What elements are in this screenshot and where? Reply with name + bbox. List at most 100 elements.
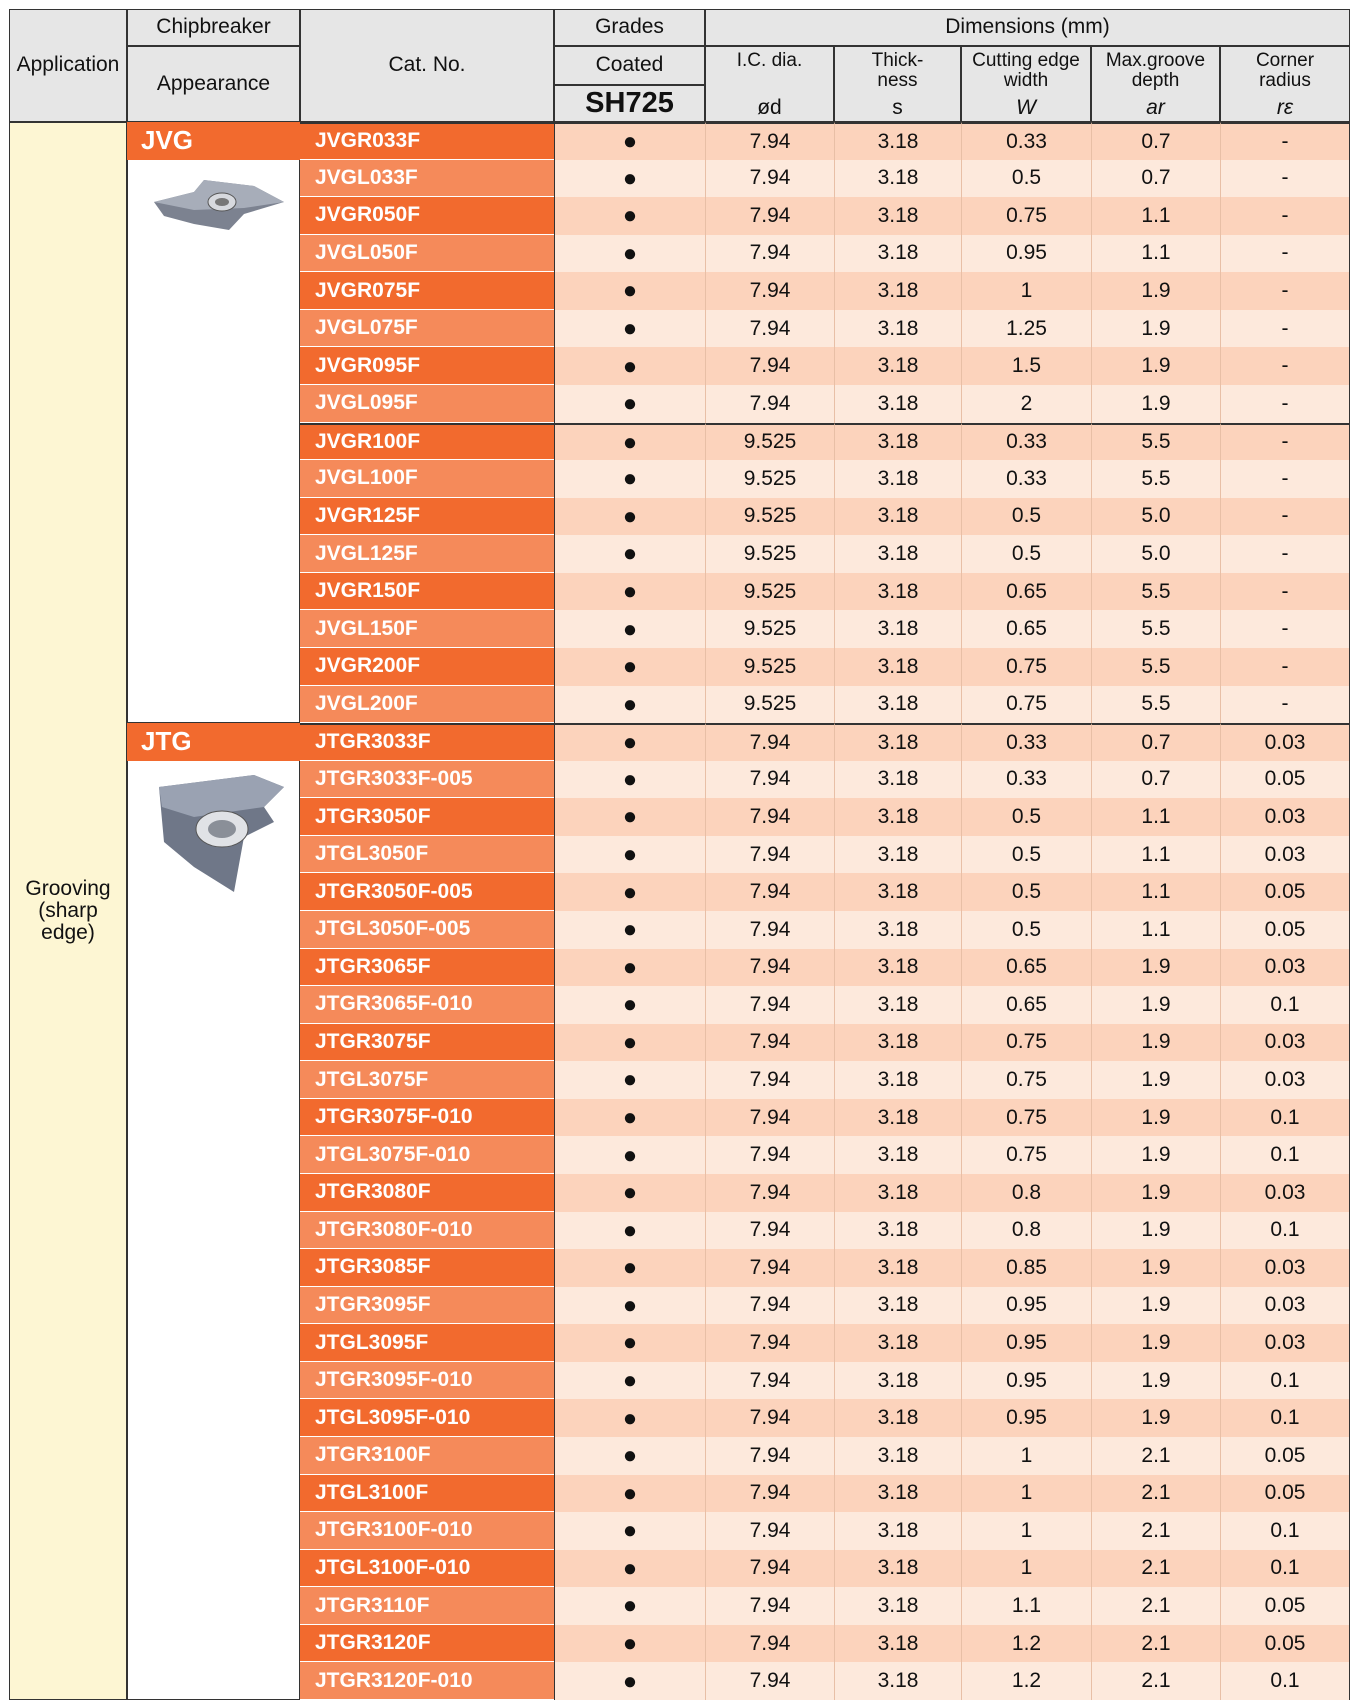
dimension: 0.75	[961, 685, 1091, 724]
dimension: -	[1220, 272, 1350, 310]
dimension: 2.1	[1091, 1624, 1220, 1663]
grade-mark: ●	[554, 685, 705, 724]
grade-mark: ●	[554, 798, 705, 836]
cat-no: JTGR3095F	[300, 1286, 554, 1325]
dimension: 3.18	[834, 685, 961, 724]
dimension: 3.18	[834, 873, 961, 911]
grade-mark: ●	[554, 1249, 705, 1287]
dimension: 0.65	[961, 986, 1091, 1024]
dimension: 3.18	[834, 1286, 961, 1325]
cat-no: JTGR3050F-005	[300, 873, 554, 911]
grade-mark: ●	[554, 1587, 705, 1625]
application-cell: Grooving (sharp edge)	[9, 122, 127, 1700]
cat-no: JTGR3065F	[300, 948, 554, 987]
dimension-header: I.C. dia. ød	[705, 46, 834, 122]
label: Thick-ness	[872, 51, 924, 91]
grade-mark: ●	[554, 760, 705, 799]
dimension: 7.94	[705, 272, 834, 310]
cat-no: JTGR3120F	[300, 1624, 554, 1663]
dimension: 7.94	[705, 1399, 834, 1437]
dimension: 0.05	[1220, 873, 1350, 911]
dimension: 0.95	[961, 1361, 1091, 1400]
label-line: ness	[877, 69, 918, 91]
dimension: 2.1	[1091, 1437, 1220, 1475]
dimension: 0.75	[961, 197, 1091, 235]
dimension: 1.9	[1091, 272, 1220, 310]
dimension: -	[1220, 197, 1350, 235]
dimension: 0.03	[1220, 835, 1350, 874]
dimension: 0.03	[1220, 1286, 1350, 1325]
cat-no: JVGR125F	[300, 497, 554, 536]
dimension: 0.03	[1220, 798, 1350, 836]
cat-no: JVGL200F	[300, 685, 554, 724]
dimension: 3.18	[834, 309, 961, 348]
dimension: -	[1220, 460, 1350, 498]
dimension: 9.525	[705, 497, 834, 536]
dimension: 1.9	[1091, 309, 1220, 348]
dimension: -	[1220, 309, 1350, 348]
cat-no-header: Cat. No.	[300, 9, 554, 122]
dimension: 7.94	[705, 1437, 834, 1475]
dimension: 7.94	[705, 911, 834, 949]
dimension: 0.05	[1220, 1474, 1350, 1513]
cat-no: JTGR3075F	[300, 1023, 554, 1062]
appearance-image	[127, 760, 300, 1700]
dimension: 9.525	[705, 648, 834, 686]
dimension: 3.18	[834, 572, 961, 611]
dimension: 7.94	[705, 234, 834, 273]
dimension: 9.525	[705, 460, 834, 498]
dimension-header: Max.groove depth ar	[1091, 46, 1220, 122]
dimension: 3.18	[834, 1324, 961, 1362]
dimension: 0.75	[961, 1098, 1091, 1137]
dimension: 7.94	[705, 1361, 834, 1400]
grade-mark: ●	[554, 1361, 705, 1400]
grade-mark: ●	[554, 460, 705, 498]
dimension: 0.8	[961, 1211, 1091, 1250]
dimension: 7.94	[705, 1249, 834, 1287]
symbol: ød	[757, 95, 782, 119]
dimension: 3.18	[834, 1399, 961, 1437]
dimension: 3.18	[834, 948, 961, 987]
application-header: Application	[9, 9, 127, 122]
dimension: 0.1	[1220, 1512, 1350, 1550]
dimension: 3.18	[834, 986, 961, 1024]
dimension: 7.94	[705, 986, 834, 1024]
dimension: 3.18	[834, 1211, 961, 1250]
dimension: 1.1	[961, 1587, 1091, 1625]
grade-mark: ●	[554, 1174, 705, 1212]
dimension: 5.5	[1091, 685, 1220, 724]
dimension: 0.5	[961, 835, 1091, 874]
dimension: 7.94	[705, 835, 834, 874]
dimension: 5.0	[1091, 535, 1220, 573]
dimension: 0.03	[1220, 1324, 1350, 1362]
dimension: 7.94	[705, 798, 834, 836]
dimension: 7.94	[705, 873, 834, 911]
grade-mark: ●	[554, 1023, 705, 1062]
cat-no: JVGL125F	[300, 535, 554, 573]
dimension: 3.18	[834, 234, 961, 273]
dimension: 3.18	[834, 197, 961, 235]
cat-no: JVGL095F	[300, 385, 554, 423]
label-line: Corner	[1255, 50, 1315, 71]
grade-mark: ●	[554, 1061, 705, 1099]
dimension: 1.9	[1091, 1098, 1220, 1137]
dimension: 3.18	[834, 1249, 961, 1287]
dimension: 0.7	[1091, 723, 1220, 761]
dimension: 3.18	[834, 1023, 961, 1062]
insert-icon	[153, 179, 284, 230]
dimension-header: Thick-ness s	[834, 46, 961, 122]
grade-mark: ●	[554, 1286, 705, 1325]
grade-mark: ●	[554, 1211, 705, 1250]
dimension: 1.9	[1091, 948, 1220, 987]
dimension: 0.95	[961, 1399, 1091, 1437]
dimension: 0.03	[1220, 1023, 1350, 1062]
dimension: -	[1220, 572, 1350, 611]
dimension: 1.9	[1091, 1023, 1220, 1062]
dimension: 2.1	[1091, 1662, 1220, 1700]
dimension: 1.9	[1091, 1324, 1220, 1362]
cat-no: JVGL050F	[300, 234, 554, 273]
grade-mark: ●	[554, 723, 705, 761]
dimension: 0.75	[961, 1061, 1091, 1099]
grade-mark: ●	[554, 1399, 705, 1437]
dimension: 0.65	[961, 610, 1091, 648]
